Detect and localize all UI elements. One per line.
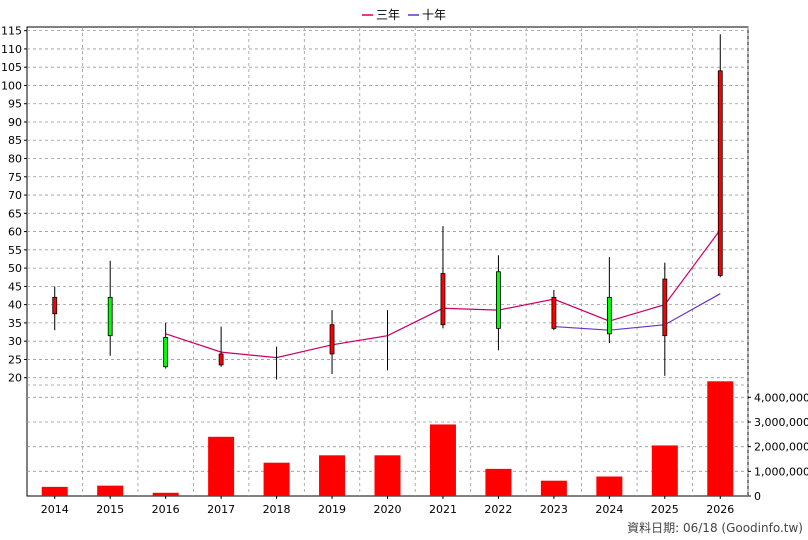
x-tick-label: 2019: [318, 503, 346, 516]
y-tick-label: 100: [1, 79, 22, 92]
x-tick-label: 2023: [540, 503, 568, 516]
volume-bar: [596, 476, 623, 496]
volume-bar: [152, 492, 179, 496]
y-tick-label: 25: [8, 353, 22, 366]
x-tick-label: 2021: [429, 503, 457, 516]
candlesticks: [52, 34, 723, 380]
series-line: [553, 293, 721, 331]
volume-bar: [540, 480, 567, 496]
y-tick-label: 110: [1, 43, 22, 56]
y-tick-label: 45: [8, 280, 22, 293]
x-tick-label: 2014: [41, 503, 69, 516]
volume-bar: [97, 485, 124, 496]
y-tick-label: 60: [8, 226, 22, 239]
y-tick-label: 95: [8, 98, 22, 111]
y-tick-label: 35: [8, 317, 22, 330]
x-tick-label: 2024: [595, 503, 623, 516]
volume-bar: [485, 468, 512, 496]
x-tick-label: 2016: [152, 503, 180, 516]
volume-tick-label: 4,000,000: [754, 391, 808, 404]
x-tick-label: 2020: [374, 503, 402, 516]
candle-body: [662, 278, 668, 337]
y-tick-label: 80: [8, 153, 22, 166]
volume-tick-label: 3,000,000: [754, 416, 808, 429]
y-tick-label: 40: [8, 299, 22, 312]
source-label: 資料日期: 06/18 (Goodinfo.tw): [627, 521, 803, 535]
volume-bar: [651, 445, 678, 496]
volume-bars: [41, 381, 734, 496]
candle-body: [606, 296, 612, 335]
x-tick-label: 2017: [207, 503, 235, 516]
volume-bar: [41, 486, 68, 496]
x-tick-label: 2026: [706, 503, 734, 516]
volume-bar: [374, 455, 401, 496]
candle-body: [218, 353, 224, 366]
x-tick-label: 2018: [263, 503, 291, 516]
grid: [26, 26, 749, 497]
volume-bar: [208, 436, 235, 496]
y-tick-label: 65: [8, 207, 22, 220]
y-tick-label: 30: [8, 335, 22, 348]
y-tick-label: 55: [8, 244, 22, 257]
y-tick-label: 75: [8, 171, 22, 184]
y-tick-label: 105: [1, 61, 22, 74]
candle-body: [52, 296, 58, 315]
x-tick-label: 2022: [484, 503, 512, 516]
candle-body: [717, 70, 723, 276]
legend-label: 三年: [376, 8, 400, 22]
candle-body: [496, 271, 501, 329]
volume-tick-label: 1,000,000: [754, 465, 808, 478]
y-tick-label: 70: [8, 189, 22, 202]
candle-body: [329, 324, 335, 355]
candle-body: [107, 296, 113, 337]
candle-body: [440, 273, 446, 326]
volume-tick-label: 0: [754, 490, 761, 503]
volume-bar: [429, 424, 456, 496]
legend-label: 十年: [422, 8, 446, 22]
candle-body: [551, 296, 557, 329]
x-tick-label: 2025: [651, 503, 679, 516]
volume-bar: [707, 381, 734, 496]
volume-bar: [319, 455, 346, 496]
y-tick-label: 90: [8, 116, 22, 129]
axes: 2025303540455055606570758085909510010511…: [1, 25, 808, 516]
plot-frame: [26, 26, 749, 497]
y-tick-label: 85: [8, 134, 22, 147]
legend: 三年 十年: [362, 8, 446, 22]
volume-tick-label: 2,000,000: [754, 441, 808, 454]
y-tick-label: 115: [1, 25, 22, 38]
x-tick-label: 2015: [96, 503, 124, 516]
volume-bar: [263, 462, 290, 496]
candle-body: [163, 337, 169, 368]
y-tick-label: 50: [8, 262, 22, 275]
y-tick-label: 20: [8, 372, 22, 385]
